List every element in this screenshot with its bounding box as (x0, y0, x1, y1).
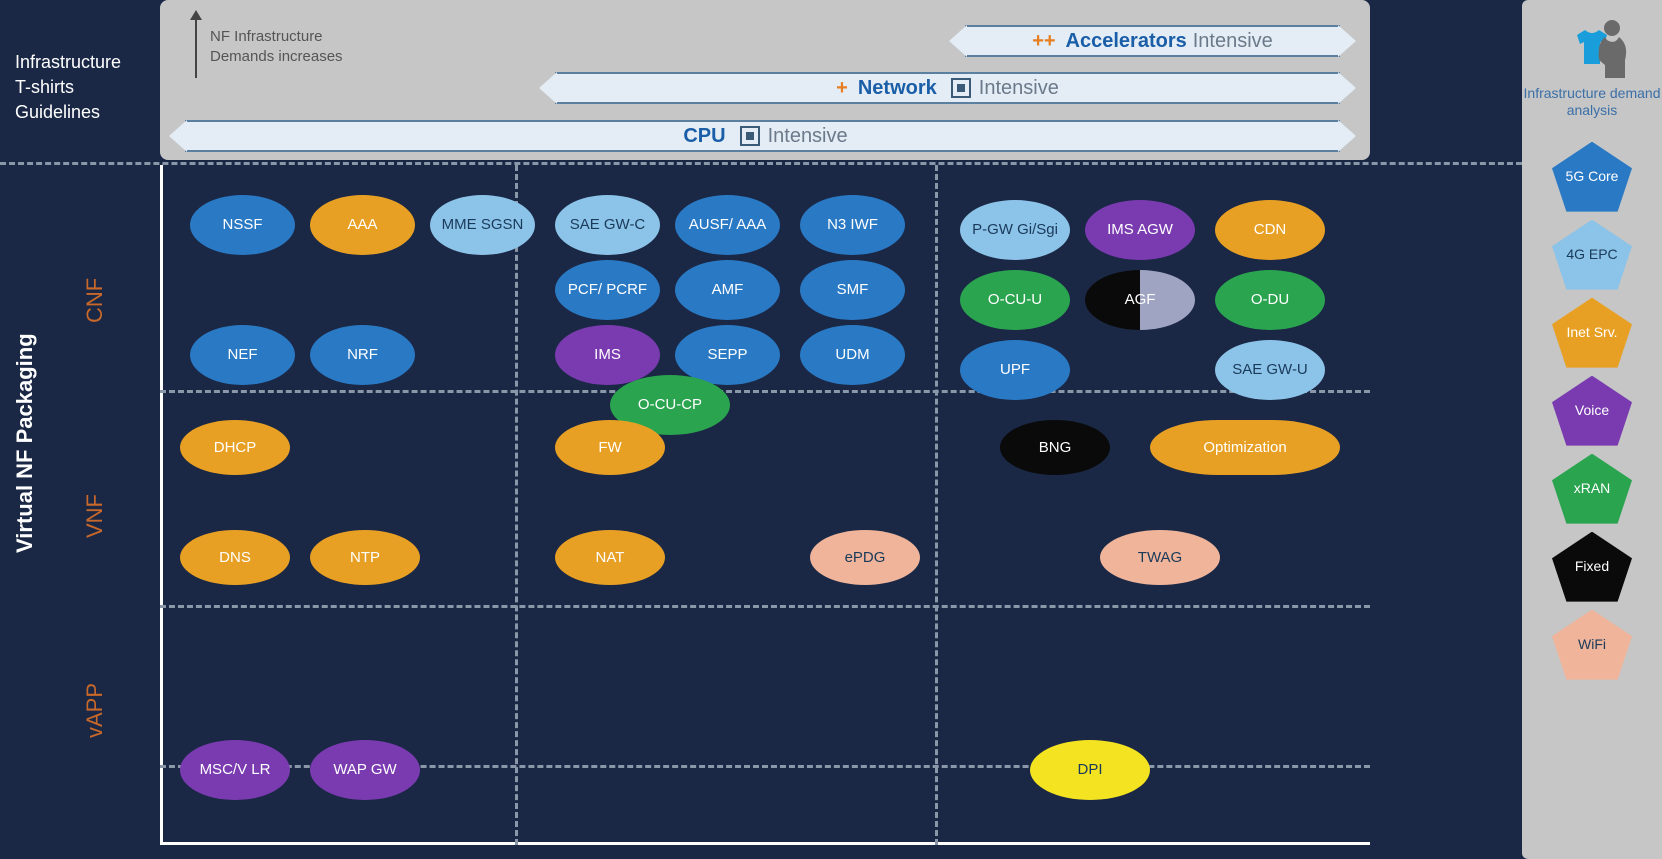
nf-ims-agw: IMS AGW (1085, 200, 1195, 260)
legend-inet-srv-: Inet Srv. (1552, 298, 1632, 368)
y-axis-title: Virtual NF Packaging (12, 333, 38, 553)
right-legend-panel: Infrastructure demand analysis 5G Core 4G… (1522, 0, 1662, 859)
x-axis-line (160, 842, 1370, 845)
nf-nat: NAT (555, 530, 665, 585)
nf-nef: NEF (190, 325, 295, 385)
row-label-vnf: VNF (82, 448, 108, 538)
main-chart-area: CNFVNFvAPP NSSFAAAMME SGSNNEFNRFSAE GW-C… (160, 165, 1370, 855)
band-accel-label: Accelerators (1066, 30, 1187, 53)
legend-fixed: Fixed (1552, 532, 1632, 602)
nf-bng: BNG (1000, 420, 1110, 475)
nf-agf: AGF (1085, 270, 1195, 330)
h-divider (160, 390, 1370, 393)
chip-icon (740, 126, 760, 146)
band-accel-suffix: Intensive (1193, 30, 1273, 53)
nf-nrf: NRF (310, 325, 415, 385)
infra-demand-text: NF Infrastructure Demands increases (210, 27, 343, 66)
nf-n3-iwf: N3 IWF (800, 195, 905, 255)
nf-fw: FW (555, 420, 665, 475)
y-axis-line (160, 165, 163, 845)
nf-aaa: AAA (310, 195, 415, 255)
plus-icon: + (836, 77, 848, 100)
nf-wap-gw: WAP GW (310, 740, 420, 800)
nf-amf: AMF (675, 260, 780, 320)
nf-epdg: ePDG (810, 530, 920, 585)
band-cpu: CPU Intensive (185, 120, 1340, 152)
analysis-label: Infrastructure demand analysis (1522, 85, 1662, 119)
thinker-icon (1587, 15, 1637, 80)
nf-msc-v-lr: MSC/V LR (180, 740, 290, 800)
band-cpu-label: CPU (683, 125, 725, 148)
nf-ims: IMS (555, 325, 660, 385)
row-label-vapp: vAPP (82, 648, 108, 738)
nf-cdn: CDN (1215, 200, 1325, 260)
nf-ausf-aaa: AUSF/ AAA (675, 195, 780, 255)
v-divider (515, 165, 518, 845)
header-panel: NF Infrastructure Demands increases ++ A… (160, 0, 1370, 160)
nf-o-du: O-DU (1215, 270, 1325, 330)
legend-list: 5G Core 4G EPC Inet Srv. Voice xRAN Fixed WiFi (1552, 134, 1632, 688)
band-network: + Network Intensive (555, 72, 1340, 104)
band-cpu-suffix: Intensive (768, 125, 848, 148)
band-net-suffix: Intensive (979, 77, 1059, 100)
nf-o-cu-u: O-CU-U (960, 270, 1070, 330)
nf-sae-gw-c: SAE GW-C (555, 195, 660, 255)
v-divider (935, 165, 938, 845)
nf-optimization: Optimization (1150, 420, 1340, 475)
row-label-cnf: CNF (82, 233, 108, 323)
legend-wifi: WiFi (1552, 610, 1632, 680)
nf-nssf: NSSF (190, 195, 295, 255)
nf-ntp: NTP (310, 530, 420, 585)
nf-dpi: DPI (1030, 740, 1150, 800)
legend-voice: Voice (1552, 376, 1632, 446)
h-divider (160, 605, 1370, 608)
band-net-label: Network (858, 77, 937, 100)
band-accelerators: ++ Accelerators Intensive (965, 25, 1340, 57)
nf-pcf-pcrf: PCF/ PCRF (555, 260, 660, 320)
nf-mme-sgsn: MME SGSN (430, 195, 535, 255)
plus-icon: ++ (1032, 30, 1055, 53)
chip-icon (951, 78, 971, 98)
legend-4g-epc: 4G EPC (1552, 220, 1632, 290)
nf-smf: SMF (800, 260, 905, 320)
nf-dns: DNS (180, 530, 290, 585)
infra-tshirts-label: Infrastructure T-shirts Guidelines (15, 50, 121, 126)
arrow-up-icon (195, 18, 197, 78)
nf-upf: UPF (960, 340, 1070, 400)
nf-p-gw-gi-sgi: P-GW Gi/Sgi (960, 200, 1070, 260)
thinker-graphic (1542, 10, 1642, 85)
legend-5g-core: 5G Core (1552, 142, 1632, 212)
nf-dhcp: DHCP (180, 420, 290, 475)
nf-sae-gw-u: SAE GW-U (1215, 340, 1325, 400)
nf-udm: UDM (800, 325, 905, 385)
legend-xran: xRAN (1552, 454, 1632, 524)
nf-twag: TWAG (1100, 530, 1220, 585)
